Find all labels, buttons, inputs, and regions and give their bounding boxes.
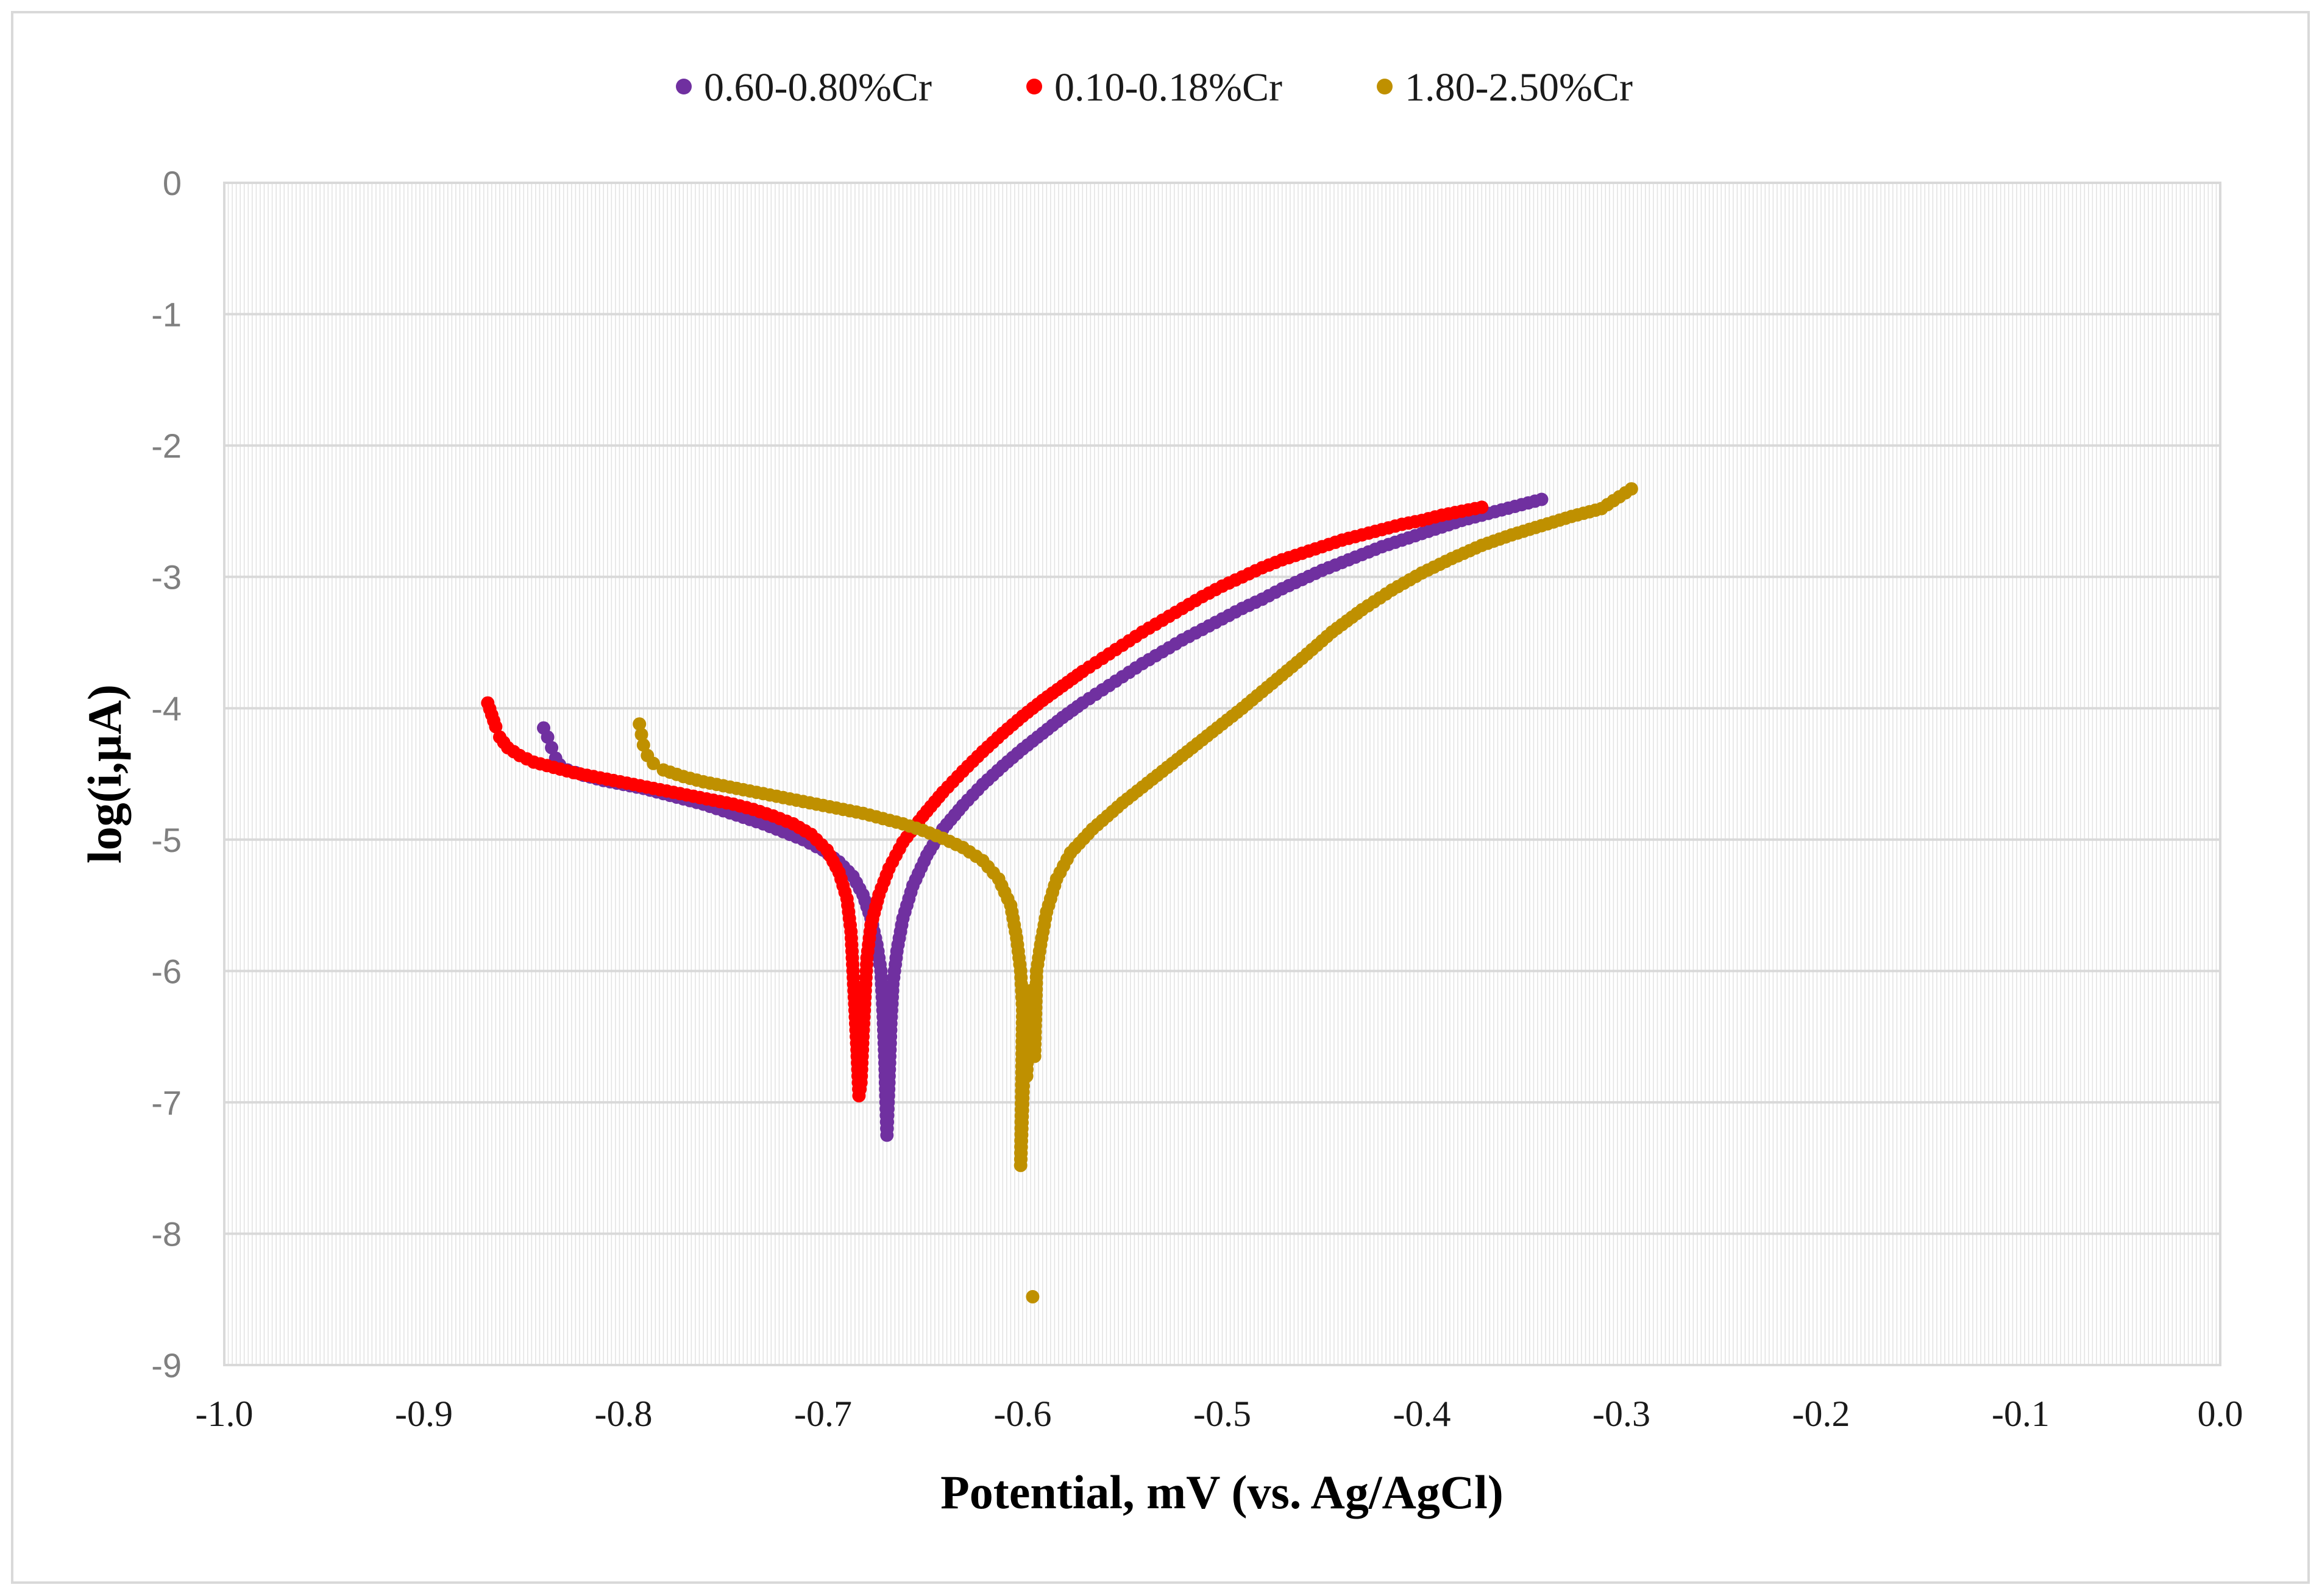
y-tick-label: -1 bbox=[151, 296, 182, 334]
y-tick-label: 0 bbox=[163, 164, 182, 202]
y-tick-label: -9 bbox=[151, 1346, 182, 1385]
plot-border bbox=[223, 182, 2221, 1366]
x-tick-label: -1.0 bbox=[196, 1394, 254, 1434]
legend: 0.60-0.80%Cr 0.10-0.18%Cr 1.80-2.50%Cr bbox=[676, 65, 1633, 110]
legend-label-series-2: 0.10-0.18%Cr bbox=[1054, 65, 1282, 110]
data-point bbox=[634, 728, 648, 742]
data-point bbox=[541, 730, 555, 744]
x-tick-label: -0.8 bbox=[595, 1394, 653, 1434]
series-3 bbox=[633, 482, 1638, 1303]
legend-entry-series-2[interactable]: 0.10-0.18%Cr bbox=[1026, 65, 1282, 110]
data-point bbox=[633, 717, 647, 731]
x-tick-labels: -1.0 -0.9 -0.8 -0.7 -0.6 -0.5 -0.4 -0.3 -0.2 -0.1… bbox=[196, 1394, 2243, 1434]
y-axis-title: log(i,µA) bbox=[78, 684, 131, 864]
y-tick-label: -5 bbox=[151, 821, 182, 859]
series-layer bbox=[481, 482, 1638, 1303]
legend-entry-series-1[interactable]: 0.60-0.80%Cr bbox=[676, 65, 932, 110]
legend-label-series-1: 0.60-0.80%Cr bbox=[704, 65, 932, 110]
data-point bbox=[1026, 1289, 1040, 1303]
data-point bbox=[489, 720, 503, 734]
x-tick-label: -0.3 bbox=[1592, 1394, 1650, 1434]
grid-minor bbox=[227, 183, 2217, 1365]
x-tick-label: -0.5 bbox=[1193, 1394, 1251, 1434]
x-tick-label: -0.1 bbox=[1992, 1394, 2050, 1434]
data-point bbox=[1475, 500, 1489, 514]
x-tick-label: -0.6 bbox=[994, 1394, 1052, 1434]
legend-marker-series-1 bbox=[676, 79, 692, 94]
data-point bbox=[647, 756, 661, 770]
legend-marker-series-2 bbox=[1026, 79, 1042, 94]
x-tick-label: -0.2 bbox=[1792, 1394, 1850, 1434]
x-tick-label: -0.7 bbox=[794, 1394, 852, 1434]
legend-label-series-3: 1.80-2.50%Cr bbox=[1405, 65, 1633, 110]
x-tick-label: 0.0 bbox=[2198, 1394, 2243, 1434]
y-tick-label: -6 bbox=[151, 952, 182, 990]
data-point bbox=[636, 738, 650, 752]
y-tick-label: -4 bbox=[151, 689, 182, 728]
data-point bbox=[1624, 482, 1638, 496]
y-tick-labels: 0 -1 -2 -3 -4 -5 -6 -7 -8 -9 bbox=[151, 164, 182, 1385]
legend-entry-series-3[interactable]: 1.80-2.50%Cr bbox=[1377, 65, 1633, 110]
y-tick-label: -8 bbox=[151, 1215, 182, 1253]
y-tick-label: -2 bbox=[151, 427, 182, 465]
x-tick-label: -0.9 bbox=[395, 1394, 453, 1434]
x-axis-title: Potential, mV (vs. Ag/AgCl) bbox=[940, 1466, 1504, 1519]
y-tick-label: -3 bbox=[151, 558, 182, 597]
data-point bbox=[1535, 492, 1549, 506]
y-tick-label: -7 bbox=[151, 1084, 182, 1122]
legend-marker-series-3 bbox=[1377, 79, 1393, 94]
data-point bbox=[545, 740, 559, 754]
x-tick-label: -0.4 bbox=[1393, 1394, 1451, 1434]
series-2 bbox=[481, 500, 1489, 1103]
